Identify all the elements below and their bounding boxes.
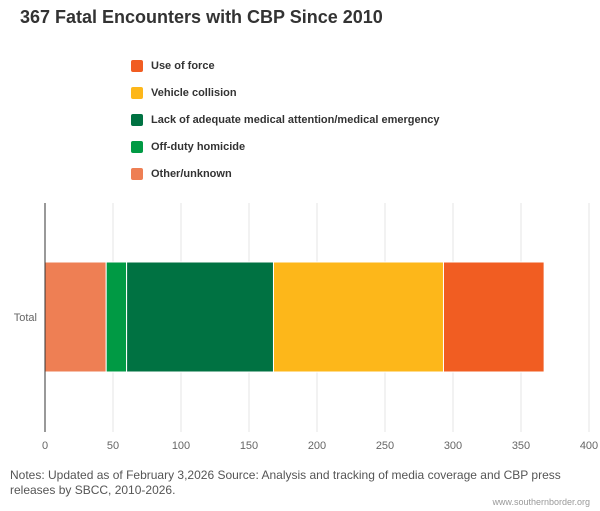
legend-item-vehicle-collision[interactable]: Vehicle collision: [131, 79, 440, 106]
x-tick-label: 0: [42, 440, 48, 450]
legend-label: Off-duty homicide: [151, 140, 246, 153]
legend-label: Vehicle collision: [151, 86, 237, 99]
x-tick-label: 100: [172, 440, 190, 450]
legend-swatch: [131, 86, 143, 99]
x-tick-label: 50: [107, 440, 119, 450]
x-tick-label: 250: [376, 440, 394, 450]
bar-segment: [44, 261, 107, 373]
legend-swatch: [131, 113, 143, 126]
bar-segment: [105, 261, 128, 373]
bar-segment: [272, 261, 444, 373]
x-tick-label: 350: [512, 440, 530, 450]
legend-swatch: [131, 59, 143, 72]
legend-swatch: [131, 167, 143, 180]
x-tick-label: 400: [580, 440, 598, 450]
bar-segment: [442, 261, 545, 373]
legend-label: Other/unknown: [151, 167, 232, 180]
x-tick-label: 200: [308, 440, 326, 450]
chart-title: 367 Fatal Encounters with CBP Since 2010: [20, 7, 383, 27]
x-tick-label: 150: [240, 440, 258, 450]
legend-label: Use of force: [151, 59, 215, 72]
bar-chart: Total 0 50 100 150 200 250 300 350 400: [14, 203, 598, 450]
legend-item-off-duty-homicide[interactable]: Off-duty homicide: [131, 133, 440, 160]
legend-label: Lack of adequate medical attention/medic…: [151, 113, 440, 126]
legend: Use of force Vehicle collision Lack of a…: [131, 52, 440, 187]
legend-item-other-unknown[interactable]: Other/unknown: [131, 160, 440, 187]
x-tick-label: 300: [444, 440, 462, 450]
bar-segment: [126, 261, 274, 373]
category-label: Total: [14, 312, 37, 324]
source-credit: www.southernborder.org: [492, 497, 590, 507]
legend-item-use-of-force[interactable]: Use of force: [131, 52, 440, 79]
legend-swatch: [131, 140, 143, 153]
notes: Notes: Updated as of February 3,2026 Sou…: [10, 468, 561, 497]
legend-item-medical[interactable]: Lack of adequate medical attention/medic…: [131, 106, 440, 133]
